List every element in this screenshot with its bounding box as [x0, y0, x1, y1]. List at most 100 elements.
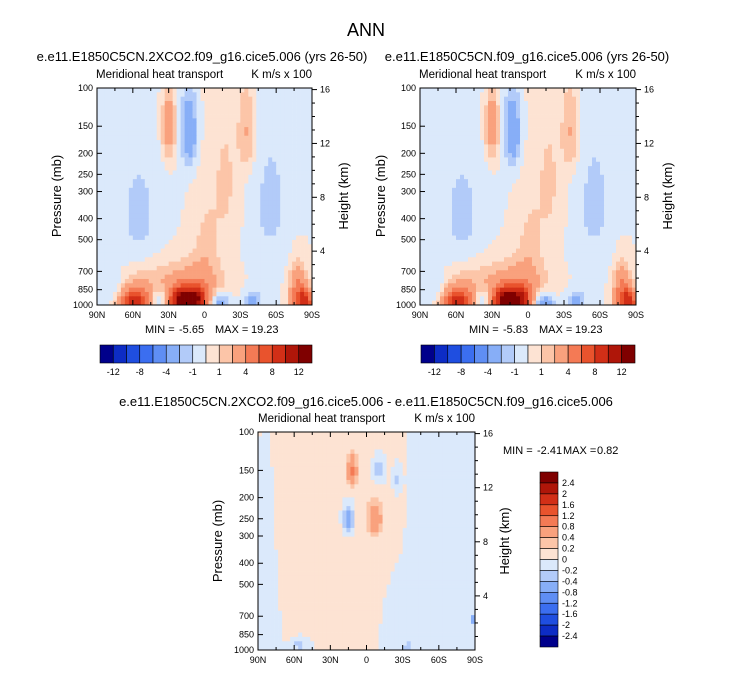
field-cell	[496, 92, 501, 98]
field-cell	[592, 174, 597, 180]
field-cell	[184, 166, 189, 171]
field-cell	[208, 92, 213, 98]
field-cell	[484, 122, 489, 128]
field-cell	[452, 196, 457, 202]
field-cell	[208, 170, 213, 176]
field-cell	[108, 183, 114, 189]
field-cell	[292, 287, 297, 293]
field-cell	[140, 92, 146, 98]
field-cell	[432, 222, 437, 228]
field-cell	[156, 248, 162, 254]
field-cell	[132, 235, 138, 241]
field-cell	[100, 166, 106, 171]
field-cell	[428, 218, 433, 223]
field-cell	[120, 261, 126, 267]
field-cell	[500, 96, 505, 102]
field-cell	[580, 218, 585, 223]
field-cell	[180, 135, 185, 141]
field-cell	[572, 101, 577, 106]
field-cell	[576, 92, 581, 98]
field-cell	[456, 118, 461, 124]
field-cell	[468, 127, 473, 132]
field-cell	[252, 153, 257, 158]
field-cell	[508, 144, 513, 150]
field-cell	[304, 183, 309, 189]
field-cell	[608, 144, 613, 150]
field-cell	[420, 226, 425, 232]
field-cell	[624, 226, 629, 232]
field-cell	[268, 261, 273, 267]
field-cell	[216, 244, 221, 249]
colorbar-box	[205, 344, 220, 364]
field-cell	[256, 205, 261, 210]
field-cell	[204, 187, 209, 193]
field-cell	[272, 287, 277, 293]
field-cell	[212, 157, 217, 163]
field-cell	[632, 183, 637, 189]
field-cell	[160, 153, 166, 158]
field-cell	[448, 131, 453, 137]
field-cell	[252, 231, 257, 236]
field-cell	[284, 222, 289, 228]
field-cell	[164, 244, 170, 249]
field-cell	[480, 257, 485, 262]
field-cell	[108, 226, 114, 232]
field-cell	[200, 235, 205, 241]
field-cell	[580, 183, 585, 189]
field-cell	[160, 92, 166, 98]
field-cell	[508, 231, 513, 236]
field-cell	[180, 239, 185, 245]
field-cell	[224, 114, 229, 119]
field-cell	[268, 140, 273, 145]
field-cell	[276, 270, 281, 275]
field-cell	[420, 144, 425, 150]
field-cell	[148, 174, 154, 180]
field-cell	[460, 92, 465, 98]
field-cell	[620, 183, 625, 189]
field-cell	[160, 200, 166, 206]
field-cell	[248, 200, 253, 206]
field-cell	[124, 291, 130, 297]
field-cell	[228, 231, 233, 236]
field-cell	[304, 187, 309, 193]
field-cell	[424, 196, 429, 202]
field-cell	[452, 226, 457, 232]
field-cell	[448, 105, 453, 111]
field-cell	[256, 153, 261, 158]
field-cell	[616, 170, 621, 176]
field-cell	[464, 114, 469, 119]
field-cell	[176, 192, 181, 197]
field-cell	[516, 218, 521, 223]
field-cell	[532, 131, 537, 137]
field-cell	[464, 144, 469, 150]
field-cell	[444, 157, 449, 163]
field-cell	[504, 187, 509, 193]
field-cell	[212, 248, 217, 254]
field-cell	[564, 239, 569, 245]
field-cell	[240, 278, 245, 284]
field-cell	[116, 296, 122, 302]
field-cell	[140, 144, 146, 150]
field-cell	[528, 114, 533, 119]
field-cell	[500, 239, 505, 245]
field-cell	[224, 192, 229, 197]
field-cell	[568, 101, 573, 106]
field-cell	[520, 218, 525, 223]
field-cell	[160, 235, 166, 241]
field-cell	[124, 174, 130, 180]
field-cell	[112, 122, 118, 128]
field-cell	[628, 148, 633, 154]
field-cell	[188, 218, 193, 223]
field-cell	[520, 196, 525, 202]
field-cell	[144, 278, 150, 284]
field-cell	[576, 231, 581, 236]
field-cell	[460, 196, 465, 202]
field-cell	[200, 209, 205, 215]
field-cell	[116, 105, 122, 111]
field-cell	[592, 209, 597, 215]
field-cell	[444, 192, 449, 197]
field-cell	[280, 248, 285, 254]
field-cell	[452, 144, 457, 150]
field-cell	[548, 205, 553, 210]
field-cell	[568, 122, 573, 128]
